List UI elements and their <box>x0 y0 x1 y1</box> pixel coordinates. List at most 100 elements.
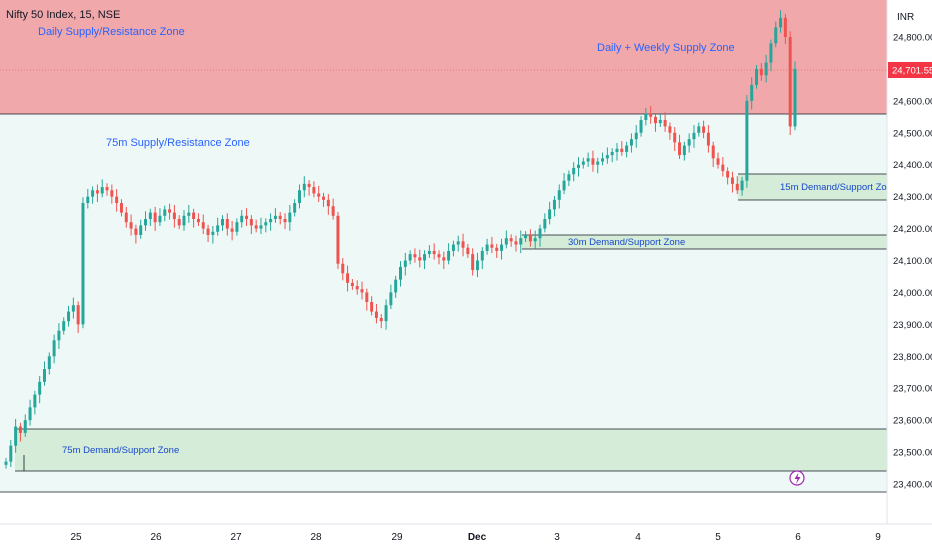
time-axis-ticks: 25 26 27 28 29 Dec 3 4 5 6 9 <box>70 532 881 543</box>
candle-body <box>596 161 600 165</box>
candle-body <box>57 330 61 341</box>
last-price-badge <box>888 62 932 78</box>
price-tick-label: 24,600.00 <box>893 96 932 107</box>
candle-body <box>639 120 643 133</box>
candle-body <box>312 187 316 194</box>
candle-body <box>52 340 56 357</box>
candle-body <box>206 228 210 235</box>
candle-body <box>293 203 297 213</box>
price-tick-label: 24,000.00 <box>893 288 932 299</box>
candle-body <box>591 158 595 165</box>
candle-body <box>153 212 157 223</box>
time-tick-label: 4 <box>635 532 641 543</box>
price-tick-label: 23,900.00 <box>893 320 932 331</box>
candle-body <box>567 174 571 181</box>
price-tick-label: 24,200.00 <box>893 224 932 235</box>
candle-body <box>793 68 797 127</box>
candle-body <box>317 193 321 197</box>
candle-body <box>196 218 200 223</box>
candles-group <box>4 10 797 469</box>
candle-body <box>211 231 215 235</box>
candle-body <box>668 126 672 133</box>
candle-body <box>76 305 80 325</box>
candle-body <box>678 142 682 156</box>
candle-body <box>490 244 494 248</box>
candle-body <box>81 203 85 325</box>
candle-body <box>394 279 398 293</box>
candle-body <box>730 177 734 184</box>
price-tick-label: 24,100.00 <box>893 256 932 267</box>
demand-15m-label: 15m Demand/Support Zone <box>780 182 897 193</box>
time-tick-label: 28 <box>310 532 322 543</box>
candle-body <box>451 244 455 251</box>
candle-body <box>182 215 186 226</box>
time-tick-label: 5 <box>715 532 721 543</box>
candle-body <box>379 317 383 322</box>
candle-body <box>370 302 374 312</box>
price-tick-label: 23,400.00 <box>893 480 932 491</box>
candle-body <box>413 254 417 258</box>
candle-body <box>389 292 393 306</box>
candle-body <box>764 62 768 76</box>
candle-body <box>740 180 744 191</box>
candle-body <box>625 145 629 152</box>
candle-body <box>480 250 484 261</box>
candle-body <box>254 225 258 229</box>
candle-body <box>148 212 152 219</box>
candle-body <box>548 209 552 219</box>
last-price-label: 24,701.55 <box>892 66 932 77</box>
candle-body <box>634 132 638 140</box>
candle-body <box>562 180 566 191</box>
chart-title: Nifty 50 Index, 15, NSE <box>6 9 121 21</box>
candle-body <box>605 155 609 159</box>
price-tick-label: 23,700.00 <box>893 384 932 395</box>
candle-body <box>326 199 330 207</box>
candle-body <box>124 212 128 223</box>
candle-body <box>735 183 739 191</box>
candle-body <box>519 238 523 245</box>
daily-supply-label: Daily Supply/Resistance Zone <box>38 26 185 38</box>
candle-body <box>581 161 585 165</box>
candle-body <box>500 244 504 251</box>
demand-75m-label: 75m Demand/Support Zone <box>62 445 179 456</box>
price-tick-label: 24,400.00 <box>893 160 932 171</box>
candle-body <box>38 381 42 395</box>
candle-body <box>601 158 605 162</box>
time-tick-label: 9 <box>875 532 881 543</box>
candle-body <box>466 247 470 255</box>
candle-body <box>91 190 95 197</box>
candle-body <box>283 218 287 223</box>
time-tick-label: 3 <box>554 532 560 543</box>
candle-body <box>95 190 99 194</box>
candle-body <box>403 260 407 267</box>
price-tick-label: 23,500.00 <box>893 448 932 459</box>
candle-body <box>307 183 311 188</box>
candle-body <box>528 234 532 242</box>
candle-body <box>33 394 37 408</box>
candle-body <box>504 238 508 245</box>
candle-body <box>557 190 561 200</box>
supply-75m-label: 75m Supply/Resistance Zone <box>106 137 250 149</box>
candle-body <box>514 241 518 245</box>
candle-body <box>682 145 686 156</box>
candle-body <box>158 215 162 223</box>
time-tick-label: 27 <box>230 532 242 543</box>
demand-zone-15m <box>738 174 887 200</box>
candle-body <box>524 234 528 239</box>
candle-body <box>297 190 301 204</box>
candle-body <box>220 218 224 226</box>
candle-body <box>673 132 677 143</box>
candle-body <box>442 257 446 261</box>
candle-body <box>399 266 402 280</box>
candle-body <box>187 212 191 216</box>
candle-body <box>67 311 71 322</box>
price-tick-label: 24,300.00 <box>893 192 932 203</box>
candle-body <box>750 84 754 101</box>
candle-body <box>177 218 181 226</box>
candle-body <box>129 222 133 229</box>
candle-body <box>706 132 710 146</box>
candle-body <box>18 426 22 433</box>
lightning-icon[interactable] <box>789 470 805 486</box>
candle-body <box>783 17 787 37</box>
